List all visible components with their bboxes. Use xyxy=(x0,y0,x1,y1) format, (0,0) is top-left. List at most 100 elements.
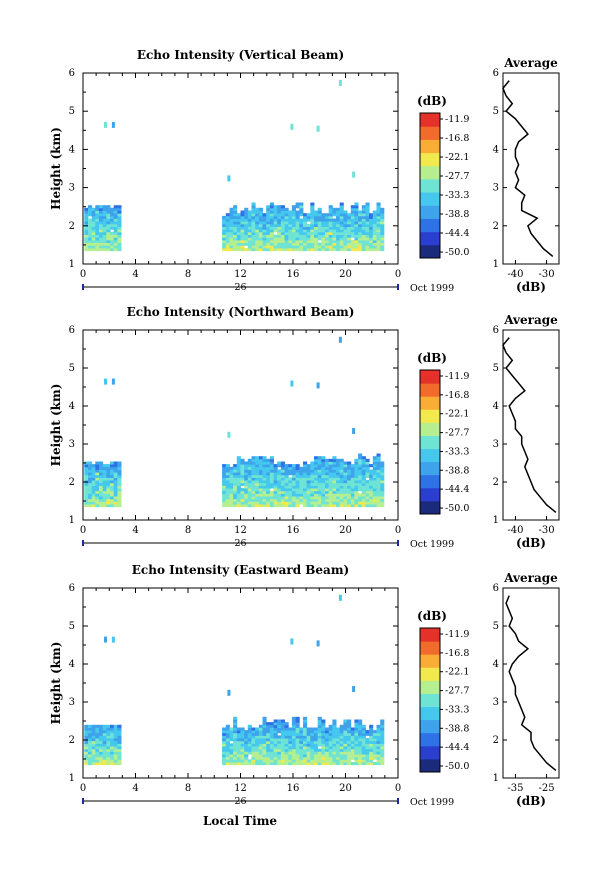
heatmap-cell xyxy=(343,759,348,763)
heatmap-cell xyxy=(110,735,115,739)
heatmap-cell xyxy=(306,234,311,238)
heatmap-cell xyxy=(229,727,234,731)
heatmap-cell xyxy=(332,242,337,246)
heatmap-cell xyxy=(358,762,363,766)
heatmap-cell xyxy=(314,474,319,478)
heatmap-cell xyxy=(266,722,271,726)
heatmap-cell xyxy=(358,727,363,731)
heatmap-cell xyxy=(88,743,93,747)
heatmap-cell xyxy=(269,223,274,227)
heatmap-cell xyxy=(295,474,300,478)
heatmap-cell xyxy=(113,746,118,750)
heatmap-cell xyxy=(269,493,274,497)
heatmap-cell xyxy=(339,490,344,494)
heatmap-cell xyxy=(258,485,263,489)
heatmap-cell xyxy=(251,207,256,211)
heatmap-cell xyxy=(325,248,330,252)
heatmap-cell xyxy=(328,477,333,481)
heatmap-cell xyxy=(358,482,363,486)
heatmap-cell xyxy=(350,485,355,489)
heatmap-cell xyxy=(88,248,93,252)
heatmap-cell xyxy=(354,485,359,489)
heatmap-cell xyxy=(376,748,381,752)
heatmap-cell xyxy=(233,743,238,747)
heatmap-cell xyxy=(347,461,352,465)
heatmap-cell xyxy=(88,754,93,758)
heatmap-cell xyxy=(372,218,377,222)
heatmap-cell xyxy=(372,738,377,742)
heatmap-cell xyxy=(244,756,249,760)
colorbar-segment xyxy=(420,152,440,167)
heatmap-cell xyxy=(240,501,245,505)
heatmap-cell xyxy=(229,218,234,222)
heatmap-cell xyxy=(303,762,308,766)
heatmap-cell xyxy=(347,490,352,494)
heatmap-cell xyxy=(233,480,238,484)
heatmap-cell xyxy=(299,759,304,763)
heatmap-cell xyxy=(343,504,348,508)
heatmap-cell xyxy=(117,469,122,473)
heatmap-cell xyxy=(376,202,381,206)
heatmap-cell xyxy=(284,469,289,473)
heatmap-cell xyxy=(358,234,363,238)
heatmap-cell xyxy=(247,242,252,246)
heatmap-cell xyxy=(244,488,249,492)
heatmap-cell xyxy=(255,496,260,500)
heatmap-cell xyxy=(299,221,304,225)
heatmap-cell xyxy=(229,215,234,219)
heatmap-cell xyxy=(343,501,348,505)
heatmap-cell xyxy=(229,743,234,747)
heatmap-cell xyxy=(328,730,333,734)
heatmap-cell xyxy=(251,743,256,747)
heatmap-cell xyxy=(339,480,344,484)
heatmap-cell xyxy=(358,504,363,508)
heatmap-cell xyxy=(336,237,341,241)
heatmap-cell xyxy=(339,207,344,211)
heatmap-cell xyxy=(339,732,344,736)
heatmap-cell xyxy=(380,759,385,763)
heatmap-cell xyxy=(358,496,363,500)
heatmap-cell xyxy=(284,229,289,233)
heatmap-cell xyxy=(354,719,359,723)
heatmap-cell xyxy=(277,242,282,246)
profile-y-tick-label: 6 xyxy=(493,325,499,336)
heatmap-cell xyxy=(347,485,352,489)
heatmap-cell xyxy=(258,730,263,734)
heatmap-cell xyxy=(84,730,89,734)
heatmap-cell xyxy=(110,504,115,508)
heatmap-cell xyxy=(288,730,293,734)
heatmap-cell xyxy=(88,498,93,502)
heatmap-cell xyxy=(222,231,227,235)
heatmap-cell xyxy=(354,461,359,465)
heatmap-cell xyxy=(102,234,107,238)
heatmap-cell xyxy=(229,239,234,243)
heatmap-cell xyxy=(372,485,377,489)
heatmap-cell xyxy=(280,223,285,227)
colorbar-segment xyxy=(420,165,440,180)
heatmap-cell xyxy=(266,751,271,755)
heatmap-cell xyxy=(266,762,271,766)
heatmap-cell xyxy=(88,482,93,486)
heatmap-cell xyxy=(303,732,308,736)
heatmap-cell xyxy=(222,472,227,476)
heatmap-cell xyxy=(376,746,381,750)
heatmap-cell xyxy=(269,464,274,468)
heatmap-cell xyxy=(291,724,296,728)
heatmap-cell xyxy=(354,245,359,249)
heatmap-cell xyxy=(91,466,96,470)
heatmap-cell xyxy=(262,239,267,243)
heatmap-cell xyxy=(106,239,111,243)
heatmap-cell xyxy=(291,469,296,473)
heatmap-cell xyxy=(84,466,89,470)
heatmap-cell xyxy=(303,490,308,494)
heatmap-cell xyxy=(328,231,333,235)
heatmap-cell xyxy=(233,746,238,750)
profile-xlabel: (dB) xyxy=(516,794,546,808)
heatmap-cell xyxy=(295,496,300,500)
heatmap-cell xyxy=(88,213,93,217)
heatmap-cell xyxy=(303,719,308,723)
heatmap-cell xyxy=(258,754,263,758)
heatmap-cell xyxy=(288,221,293,225)
heatmap-cell xyxy=(110,485,115,489)
heatmap-cell xyxy=(88,207,93,211)
